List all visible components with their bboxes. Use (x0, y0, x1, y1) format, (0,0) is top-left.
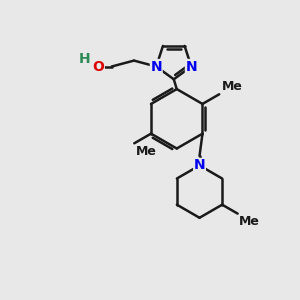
Text: O: O (92, 59, 104, 74)
Text: N: N (185, 59, 197, 74)
Text: Me: Me (136, 145, 157, 158)
Text: N: N (150, 59, 162, 74)
Text: Me: Me (222, 80, 242, 93)
Text: Me: Me (239, 215, 260, 228)
Text: N: N (194, 158, 205, 172)
Text: H: H (79, 52, 90, 66)
